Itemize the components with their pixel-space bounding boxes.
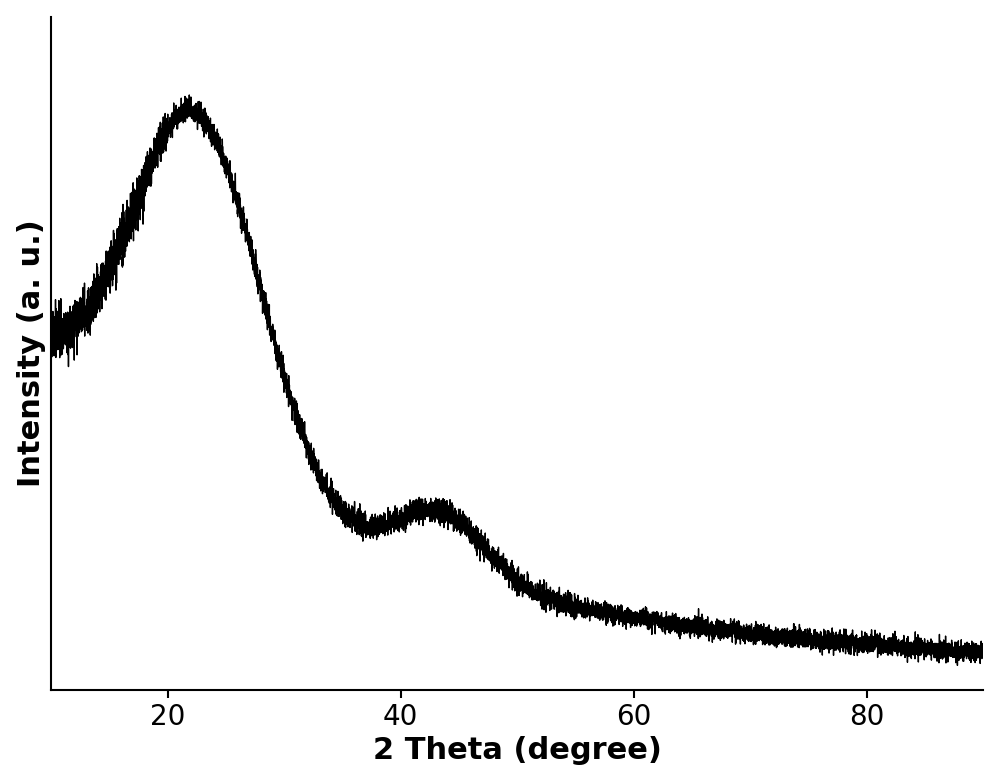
Y-axis label: Intensity (a. u.): Intensity (a. u.) — [17, 219, 46, 487]
X-axis label: 2 Theta (degree): 2 Theta (degree) — [373, 737, 662, 766]
